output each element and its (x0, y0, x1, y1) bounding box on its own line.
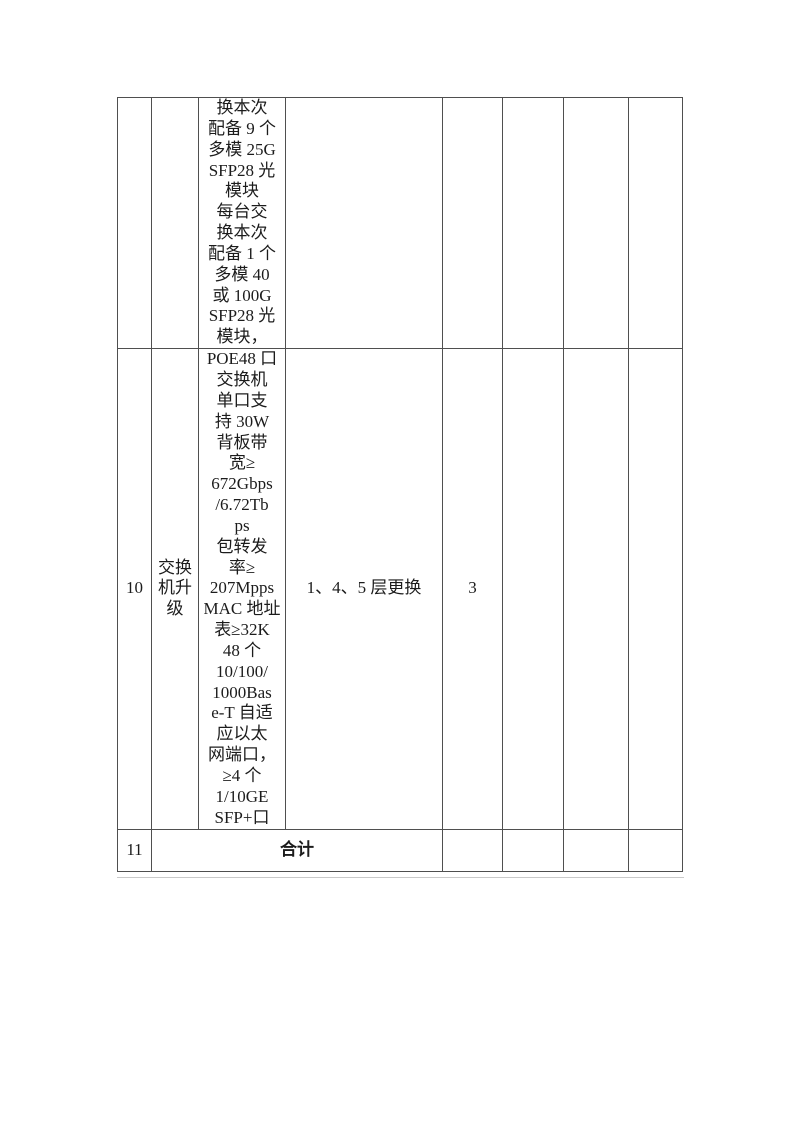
cell-quantity (442, 828, 503, 872)
table-row-10: 10 交换 机升 级 POE48 口 交换机 单口支 持 30W 背板带 宽≥ … (117, 348, 683, 830)
cell-spec-continuation: 换本次 配备 9 个 多模 25G SFP28 光 模块 每台交 换本次 配备 … (198, 96, 286, 350)
cell-seq: 10 (117, 348, 152, 830)
table-row-total: 11 合计 (117, 828, 683, 872)
cell-spec: POE48 口 交换机 单口支 持 30W 背板带 宽≥ 672Gbps /6.… (198, 348, 286, 830)
cell-seq (117, 96, 152, 350)
equipment-table: 换本次 配备 9 个 多模 25G SFP28 光 模块 每台交 换本次 配备 … (117, 96, 683, 872)
cell-empty (502, 96, 564, 350)
cell-empty (502, 828, 564, 872)
table-outer-border-shadow (117, 877, 684, 878)
cell-empty (628, 348, 683, 830)
cell-empty (628, 96, 683, 350)
cell-quantity: 3 (442, 348, 503, 830)
cell-empty (563, 828, 629, 872)
cell-empty (563, 348, 629, 830)
cell-seq: 11 (117, 828, 152, 872)
cell-item-name: 交换 机升 级 (151, 348, 199, 830)
cell-quantity (442, 96, 503, 350)
cell-item-name (151, 96, 199, 350)
table-row-continuation: 换本次 配备 9 个 多模 25G SFP28 光 模块 每台交 换本次 配备 … (117, 96, 683, 350)
cell-replace-method: 1、4、5 层更换 (285, 348, 443, 830)
cell-empty (563, 96, 629, 350)
cell-empty (628, 828, 683, 872)
cell-replace-method (285, 96, 443, 350)
cell-total-label: 合计 (151, 828, 443, 872)
cell-empty (502, 348, 564, 830)
